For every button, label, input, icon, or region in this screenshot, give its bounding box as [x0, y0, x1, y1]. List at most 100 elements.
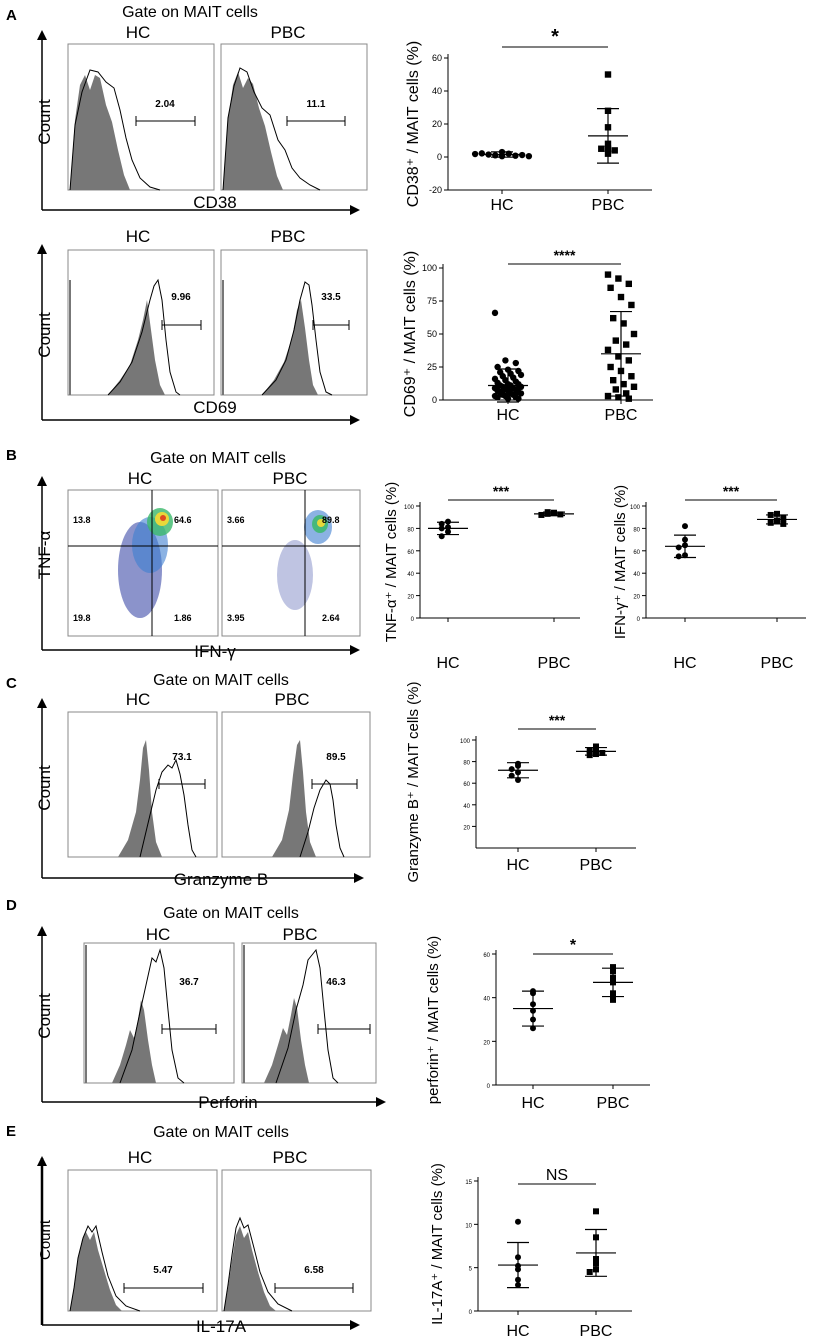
x-axis-label: IFN-γ [194, 642, 236, 661]
y-tick-label: 20 [463, 825, 470, 831]
data-point [515, 1218, 521, 1225]
data-point [675, 544, 682, 551]
data-point [612, 386, 619, 393]
pbc-label: PBC [273, 1148, 308, 1167]
data-point [615, 394, 622, 401]
y-tick-label: 0 [411, 617, 415, 623]
x-category-label: PBC [580, 857, 613, 874]
hc-q-lower-left: 19.8 [73, 613, 91, 623]
y-tick-label: 0 [432, 395, 437, 405]
hc-label: HC [128, 469, 153, 488]
y-tick-label: 20 [483, 1040, 490, 1046]
pbc-gate-value: 11.1 [307, 99, 326, 110]
data-point [604, 271, 612, 278]
significance-label: * [551, 26, 559, 48]
y-tick-label: -20 [429, 185, 442, 195]
data-point [508, 766, 515, 773]
data-point [617, 293, 625, 301]
y-axis-label: Count [35, 312, 54, 358]
hc-stain-curve [69, 69, 161, 191]
hc-dotplot-frame [67, 489, 219, 637]
y-tick-label: 80 [407, 527, 414, 533]
hc-gate-value: 2.04 [155, 99, 175, 110]
data-point [625, 280, 632, 288]
pbc-label: PBC [271, 23, 306, 42]
data-point [628, 373, 635, 380]
pbc-label: PBC [271, 227, 306, 246]
data-point [611, 147, 618, 154]
pbc-control-peak [272, 740, 316, 857]
data-point [675, 553, 682, 560]
data-point [530, 1025, 536, 1032]
data-point [610, 377, 617, 384]
gate-title: Gate on MAIT cells [163, 905, 299, 922]
y-tick-label: 20 [633, 595, 640, 601]
data-point [610, 314, 617, 322]
y-tick-label: 20 [432, 119, 442, 129]
pbc-histogram-frame [241, 942, 377, 1084]
data-point [502, 357, 509, 364]
hc-stain-curve [119, 948, 185, 1084]
y-tick-label: 80 [463, 761, 470, 767]
hc-control-peak [70, 75, 130, 190]
y-tick-label: 10 [465, 1223, 472, 1229]
x-category-label: PBC [605, 407, 638, 424]
pbc-gate-value: 6.58 [304, 1265, 324, 1276]
significance-label: **** [554, 247, 576, 263]
pbc-label: PBC [283, 925, 318, 944]
data-point [471, 150, 479, 158]
y-tick-label: 0 [437, 152, 442, 162]
pbc-stain-curve [275, 948, 339, 1084]
y-tick-label: 40 [432, 86, 442, 96]
hc-gate-value: 36.7 [179, 977, 199, 988]
pbc-control-peak [223, 72, 283, 190]
significance-label: *** [493, 483, 510, 499]
data-point [517, 371, 525, 379]
panel-letter-e: E [6, 1123, 16, 1140]
scatter-plot-tnf: 0 20 40 60 80 100 HC PBC TNF-α⁺ / MAIT cells (%)… [383, 482, 580, 672]
data-point [620, 320, 627, 327]
y-axis-label: TNF-α [35, 531, 54, 580]
pbc-stain-curve [299, 779, 345, 858]
pbc-q-lower-left: 3.95 [227, 613, 245, 623]
y-axis-label: CD69⁺ / MAIT cells (%) [402, 251, 419, 417]
pbc-dotplot-frame [221, 489, 361, 637]
x-category-label: HC [490, 197, 513, 214]
data-point [630, 330, 638, 338]
panel-letter-c: C [6, 675, 17, 692]
gate-title: Gate on MAIT cells [150, 450, 286, 467]
gate-title: Gate on MAIT cells [153, 672, 289, 689]
scatter-plot-perforin: 0 20 40 60 HC PBC perforin⁺ / MAIT cells (%) * [425, 936, 650, 1112]
hc-gate-value: 73.1 [172, 752, 192, 763]
hc-histogram-frame [67, 43, 215, 191]
y-tick-label: 60 [407, 550, 414, 556]
y-tick-label: 100 [422, 263, 437, 273]
panel-b-dot-plots: Gate on MAIT cells HC PBC TNF-α IFN-γ 13… [35, 450, 361, 661]
panel-d-histograms: Gate on MAIT cells HC PBC Count Perforin… [35, 905, 386, 1112]
pbc-histogram-frame [221, 1169, 372, 1312]
x-axis-label: Granzyme B [174, 870, 268, 889]
hc-label: HC [126, 227, 151, 246]
hc-stain-curve [107, 278, 181, 396]
y-tick-label: 25 [427, 362, 437, 372]
y-tick-label: 100 [630, 505, 641, 511]
hc-label: HC [128, 1148, 153, 1167]
data-point [623, 390, 630, 397]
data-point [767, 519, 774, 526]
y-tick-label: 60 [483, 953, 490, 959]
hc-q-upper-right: 64.6 [174, 515, 192, 525]
hc-histogram-frame [67, 1169, 218, 1312]
x-category-label: PBC [592, 197, 625, 214]
significance-label: *** [723, 483, 740, 499]
pbc-gate-value: 46.3 [326, 977, 346, 988]
panel-letter-a: A [6, 7, 17, 24]
pbc-histogram-frame [220, 43, 368, 191]
significance-label: NS [546, 1167, 568, 1184]
y-tick-label: 40 [407, 572, 414, 578]
significance-label: * [570, 937, 577, 954]
x-category-label: PBC [761, 655, 794, 672]
data-point [610, 996, 616, 1003]
hc-label: HC [126, 690, 151, 709]
y-axis-label: TNF-α⁺ / MAIT cells (%) [383, 482, 400, 642]
pbc-stain-curve [261, 281, 333, 396]
